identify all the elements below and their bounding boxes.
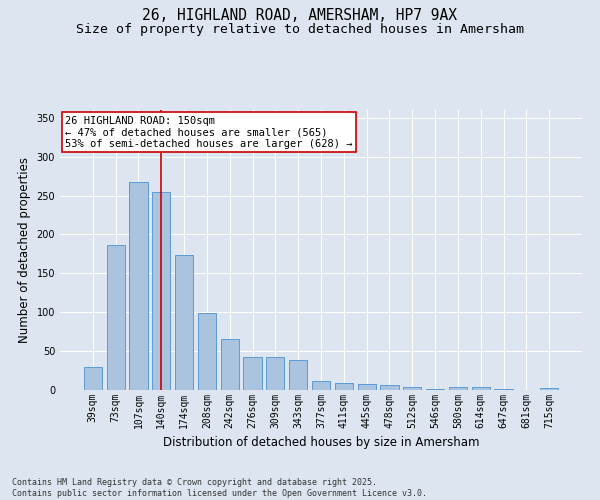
Text: Contains HM Land Registry data © Crown copyright and database right 2025.
Contai: Contains HM Land Registry data © Crown c… <box>12 478 427 498</box>
Bar <box>289 360 307 390</box>
Bar <box>198 313 216 390</box>
Text: 26 HIGHLAND ROAD: 150sqm
← 47% of detached houses are smaller (565)
53% of semi-: 26 HIGHLAND ROAD: 150sqm ← 47% of detach… <box>65 116 353 149</box>
Bar <box>107 244 125 390</box>
Bar <box>244 358 262 390</box>
Bar <box>449 387 467 390</box>
Text: Size of property relative to detached houses in Amersham: Size of property relative to detached ho… <box>76 22 524 36</box>
Bar <box>335 383 353 390</box>
Bar <box>540 388 558 390</box>
Bar <box>380 386 398 390</box>
Bar <box>472 387 490 390</box>
Bar <box>130 182 148 390</box>
Bar <box>403 387 421 390</box>
Y-axis label: Number of detached properties: Number of detached properties <box>18 157 31 343</box>
Bar <box>266 358 284 390</box>
Bar <box>426 389 444 390</box>
Text: 26, HIGHLAND ROAD, AMERSHAM, HP7 9AX: 26, HIGHLAND ROAD, AMERSHAM, HP7 9AX <box>143 8 458 22</box>
X-axis label: Distribution of detached houses by size in Amersham: Distribution of detached houses by size … <box>163 436 479 450</box>
Bar <box>494 389 512 390</box>
Bar <box>221 340 239 390</box>
Bar <box>84 366 102 390</box>
Bar <box>358 384 376 390</box>
Bar <box>175 254 193 390</box>
Bar <box>312 380 330 390</box>
Bar <box>152 192 170 390</box>
